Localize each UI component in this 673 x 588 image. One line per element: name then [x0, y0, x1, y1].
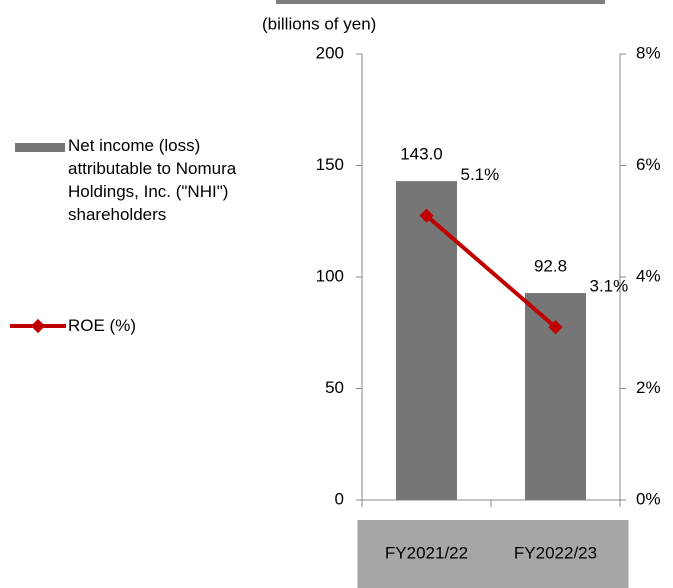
x-tick-label: FY2021/22 — [385, 543, 468, 562]
category-box — [490, 520, 629, 588]
y-tick-label: 150 — [316, 155, 344, 174]
unit-label: (billions of yen) — [262, 14, 376, 33]
legend-swatch — [15, 143, 65, 152]
line-value-label: 3.1% — [590, 277, 629, 296]
line-marker — [419, 208, 434, 223]
legend-marker — [30, 318, 46, 334]
y2-tick-label: 6% — [636, 155, 661, 174]
legend-label: ROE (%) — [68, 316, 136, 335]
y2-tick-label: 4% — [636, 266, 661, 285]
y-tick-label: 0 — [335, 489, 344, 508]
line-marker — [548, 320, 563, 335]
legend-label: Net income (loss) attributable to Nomura… — [68, 136, 237, 224]
bar-value-label: 92.8 — [534, 257, 567, 276]
y2-tick-label: 2% — [636, 378, 661, 397]
header-rule — [276, 0, 605, 4]
y-tick-label: 100 — [316, 266, 344, 285]
y2-tick-label: 0% — [636, 489, 661, 508]
line-value-label: 5.1% — [461, 165, 500, 184]
y-tick-label: 200 — [316, 43, 344, 62]
x-tick-label: FY2022/23 — [514, 543, 597, 562]
bar-value-label: 143.0 — [400, 145, 443, 164]
category-box — [357, 520, 496, 588]
line — [425, 214, 557, 329]
y-tick-label: 50 — [325, 378, 344, 397]
bar — [396, 181, 457, 501]
y2-tick-label: 8% — [636, 43, 661, 62]
